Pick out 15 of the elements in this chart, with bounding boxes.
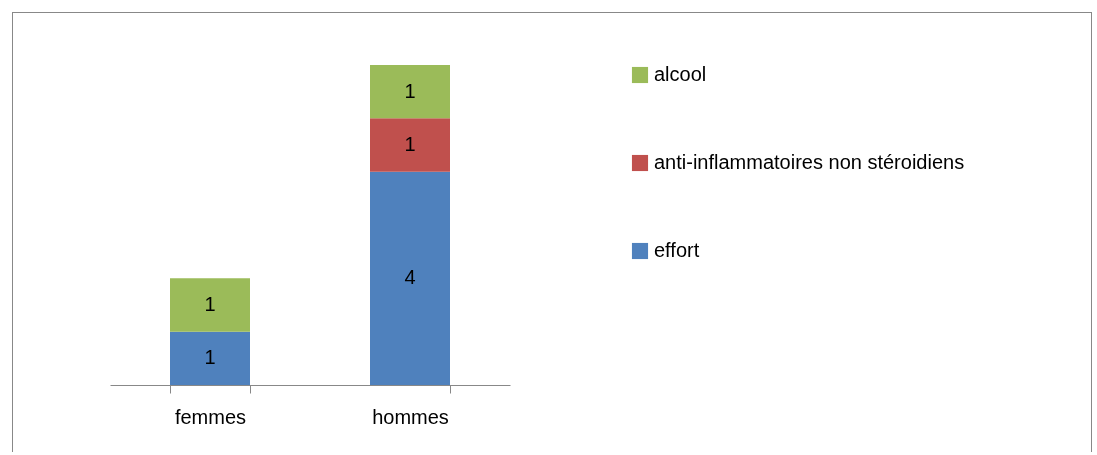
bar (370, 118, 450, 172)
legend-label: anti-inflammatoires non stéroidiens (654, 151, 965, 173)
legend-label: alcool (654, 63, 707, 85)
data-label: 4 (404, 266, 416, 289)
bar (370, 171, 450, 385)
bar (170, 331, 250, 385)
bar (170, 278, 250, 332)
data-label: 1 (404, 133, 416, 155)
bar (370, 65, 450, 119)
data-label: 1 (204, 293, 216, 315)
x-tick-label: hommes (372, 405, 449, 428)
legend-label: effort (654, 239, 700, 261)
data-label: 1 (204, 346, 216, 369)
x-tick-label: femmes (174, 405, 247, 428)
data-label: 1 (404, 79, 416, 102)
